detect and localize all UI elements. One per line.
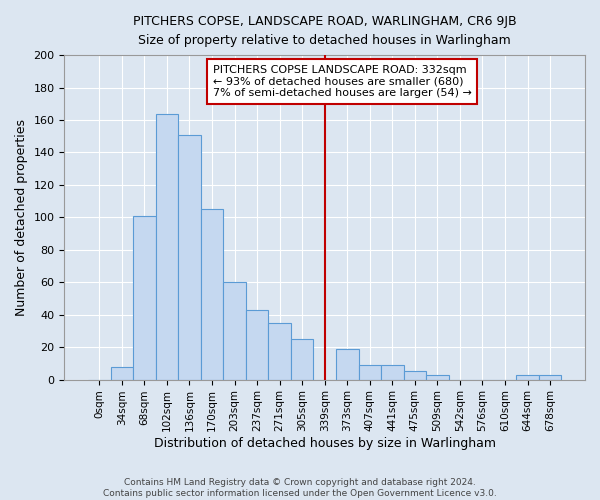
Bar xyxy=(359,365,381,380)
Bar xyxy=(381,365,404,380)
Bar xyxy=(155,114,178,380)
Bar xyxy=(539,374,562,380)
Bar xyxy=(268,323,291,380)
Bar xyxy=(336,349,359,380)
Bar xyxy=(246,310,268,380)
Bar xyxy=(404,372,426,380)
Bar xyxy=(426,374,449,380)
Bar xyxy=(110,366,133,380)
Bar xyxy=(223,282,246,380)
Bar xyxy=(201,209,223,380)
Bar xyxy=(516,374,539,380)
Title: PITCHERS COPSE, LANDSCAPE ROAD, WARLINGHAM, CR6 9JB
Size of property relative to: PITCHERS COPSE, LANDSCAPE ROAD, WARLINGH… xyxy=(133,15,517,47)
Y-axis label: Number of detached properties: Number of detached properties xyxy=(15,119,28,316)
Text: PITCHERS COPSE LANDSCAPE ROAD: 332sqm
← 93% of detached houses are smaller (680): PITCHERS COPSE LANDSCAPE ROAD: 332sqm ← … xyxy=(213,65,472,98)
Bar xyxy=(178,134,201,380)
X-axis label: Distribution of detached houses by size in Warlingham: Distribution of detached houses by size … xyxy=(154,437,496,450)
Bar xyxy=(291,339,313,380)
Bar xyxy=(133,216,155,380)
Text: Contains HM Land Registry data © Crown copyright and database right 2024.
Contai: Contains HM Land Registry data © Crown c… xyxy=(103,478,497,498)
